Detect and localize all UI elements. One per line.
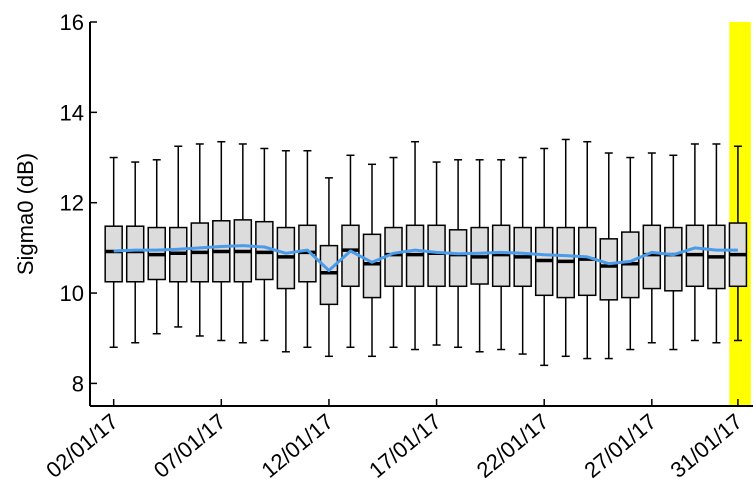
box-24-01-17	[578, 140, 597, 360]
box-09-01-17	[255, 147, 274, 342]
box-iqr	[104, 225, 123, 283]
box-18-01-17	[448, 159, 468, 349]
box-15-01-17	[384, 156, 403, 349]
box-23-01-17	[556, 138, 575, 358]
box-02-01-17	[104, 156, 123, 349]
box-07-01-17	[212, 140, 231, 342]
box-08-01-17	[233, 143, 253, 344]
box-iqr	[319, 244, 339, 306]
y-tick-label: 16	[60, 10, 84, 35]
box-31-01-17	[728, 145, 748, 342]
box-22-01-17	[534, 147, 554, 367]
box-20-01-17	[491, 159, 511, 351]
box-iqr	[578, 226, 597, 297]
mean-line	[113, 244, 738, 272]
box-iqr	[427, 224, 446, 288]
box-10-01-17	[276, 150, 296, 353]
x-tick-label: 17/01/17	[364, 409, 446, 483]
box-14-01-17	[362, 163, 382, 358]
x-tick-label: 22/01/17	[472, 409, 554, 483]
boxes-layer	[104, 138, 748, 367]
box-30-01-17	[707, 143, 726, 344]
box-iqr	[642, 224, 662, 290]
box-29-01-17	[685, 143, 705, 342]
box-iqr	[664, 226, 683, 292]
y-tick-label: 8	[72, 371, 84, 396]
box-iqr	[255, 220, 274, 281]
x-tick-label: 12/01/17	[256, 409, 338, 483]
y-axis-title: Sigma0 (dB)	[13, 153, 38, 275]
y-tick-label: 12	[60, 191, 84, 216]
y-tick-label: 14	[60, 100, 84, 125]
box-19-01-17	[470, 159, 489, 353]
box-12-01-17	[319, 177, 339, 358]
box-11-01-17	[298, 150, 317, 349]
box-06-01-17	[190, 143, 210, 337]
box-iqr	[362, 233, 382, 299]
box-16-01-17	[405, 140, 425, 351]
box-iqr	[125, 225, 145, 283]
x-tick-label: 31/01/17	[665, 409, 747, 483]
box-27-01-17	[642, 152, 662, 344]
box-iqr	[448, 229, 468, 288]
box-21-01-17	[513, 156, 532, 355]
box-iqr	[599, 238, 619, 301]
box-17-01-17	[427, 161, 446, 346]
axes-layer	[89, 22, 753, 407]
box-03-01-17	[125, 161, 145, 344]
highlight-band	[729, 22, 751, 406]
box-25-01-17	[599, 152, 619, 360]
x-tick-label: 02/01/17	[41, 409, 123, 483]
x-tick-label: 07/01/17	[149, 409, 231, 483]
box-05-01-17	[169, 145, 188, 328]
box-26-01-17	[621, 156, 640, 351]
box-04-01-17	[147, 159, 166, 335]
x-tick-label: 27/01/17	[579, 409, 661, 483]
y-tick-label: 10	[60, 281, 84, 306]
